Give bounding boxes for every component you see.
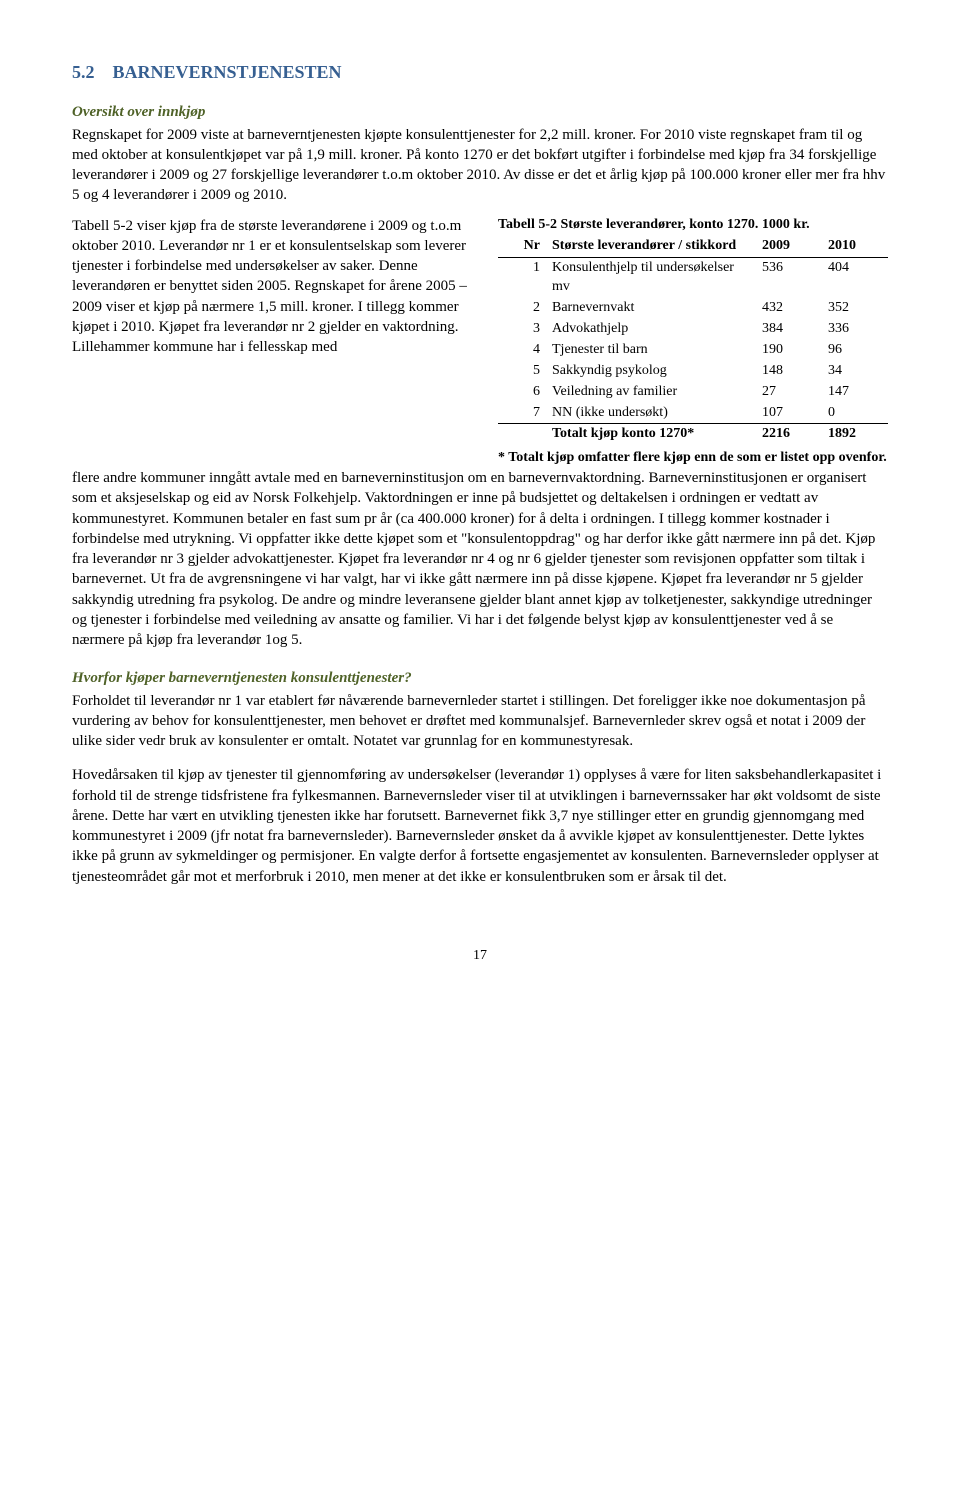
cell-2010: 96 <box>822 340 888 361</box>
cell-desc: Tjenester til barn <box>546 340 756 361</box>
th-nr: Nr <box>498 236 546 257</box>
cell-nr: 1 <box>498 258 546 298</box>
section-title: BARNEVERNSTJENESTEN <box>113 62 342 82</box>
cell-2009: 432 <box>756 298 822 319</box>
table-row: 7 NN (ikke undersøkt) 107 0 <box>498 403 888 424</box>
subheading-oversikt: Oversikt over innkjøp <box>72 102 888 122</box>
para-oversikt-1: Regnskapet for 2009 viste at barneverntj… <box>72 125 888 206</box>
cell-nr: 4 <box>498 340 546 361</box>
table-caption: Tabell 5-2 Største leverandører, konto 1… <box>498 216 888 235</box>
th-2010: 2010 <box>822 236 888 257</box>
cell-total-2010: 1892 <box>822 424 888 445</box>
cell-2010: 0 <box>822 403 888 424</box>
cell-2009: 536 <box>756 258 822 298</box>
cell-desc: Sakkyndig psykolog <box>546 361 756 382</box>
table-row-totals: Totalt kjøp konto 1270* 2216 1892 <box>498 424 888 445</box>
cell-desc: Barnevernvakt <box>546 298 756 319</box>
cell-2010: 147 <box>822 382 888 403</box>
cell-nr: 5 <box>498 361 546 382</box>
cell-nr: 7 <box>498 403 546 424</box>
cell-desc: Advokathjelp <box>546 319 756 340</box>
cell-2009: 190 <box>756 340 822 361</box>
cell-total-2009: 2216 <box>756 424 822 445</box>
cell-2009: 148 <box>756 361 822 382</box>
para-hvorfor-1: Forholdet til leverandør nr 1 var etable… <box>72 691 888 752</box>
table-row: 2 Barnevernvakt 432 352 <box>498 298 888 319</box>
table-row: 6 Veiledning av familier 27 147 <box>498 382 888 403</box>
cell-2010: 336 <box>822 319 888 340</box>
cell-2009: 27 <box>756 382 822 403</box>
para-continued: flere andre kommuner inngått avtale med … <box>72 468 888 650</box>
cell-2009: 384 <box>756 319 822 340</box>
para-hvorfor-2: Hovedårsaken til kjøp av tjenester til g… <box>72 765 888 887</box>
table-row: 3 Advokathjelp 384 336 <box>498 319 888 340</box>
section-heading: 5.2 BARNEVERNSTJENESTEN <box>72 60 888 84</box>
th-2009: 2009 <box>756 236 822 257</box>
cell-total-label: Totalt kjøp konto 1270* <box>546 424 756 445</box>
table-row: 4 Tjenester til barn 190 96 <box>498 340 888 361</box>
subheading-hvorfor: Hvorfor kjøper barneverntjenesten konsul… <box>72 668 888 688</box>
section-number: 5.2 <box>72 62 95 82</box>
cell-nr: 6 <box>498 382 546 403</box>
cell-blank <box>498 424 546 445</box>
cell-nr: 3 <box>498 319 546 340</box>
para-leftcol: Tabell 5-2 viser kjøp fra de største lev… <box>72 216 474 358</box>
table-row: 5 Sakkyndig psykolog 148 34 <box>498 361 888 382</box>
two-column-layout: Tabell 5-2 viser kjøp fra de største lev… <box>72 216 888 469</box>
cell-desc: Veiledning av familier <box>546 382 756 403</box>
cell-2010: 352 <box>822 298 888 319</box>
cell-desc: Konsulenthjelp til undersøkelser mv <box>546 258 756 298</box>
th-desc: Største leverandører / stikkord <box>546 236 756 257</box>
table-largest-suppliers: Nr Største leverandører / stikkord 2009 … <box>498 236 888 445</box>
cell-nr: 2 <box>498 298 546 319</box>
page-number: 17 <box>72 947 888 966</box>
cell-desc: NN (ikke undersøkt) <box>546 403 756 424</box>
cell-2009: 107 <box>756 403 822 424</box>
cell-2010: 404 <box>822 258 888 298</box>
cell-2010: 34 <box>822 361 888 382</box>
table-footnote: * Totalt kjøp omfatter flere kjøp enn de… <box>498 449 888 468</box>
table-row: 1 Konsulenthjelp til undersøkelser mv 53… <box>498 258 888 298</box>
